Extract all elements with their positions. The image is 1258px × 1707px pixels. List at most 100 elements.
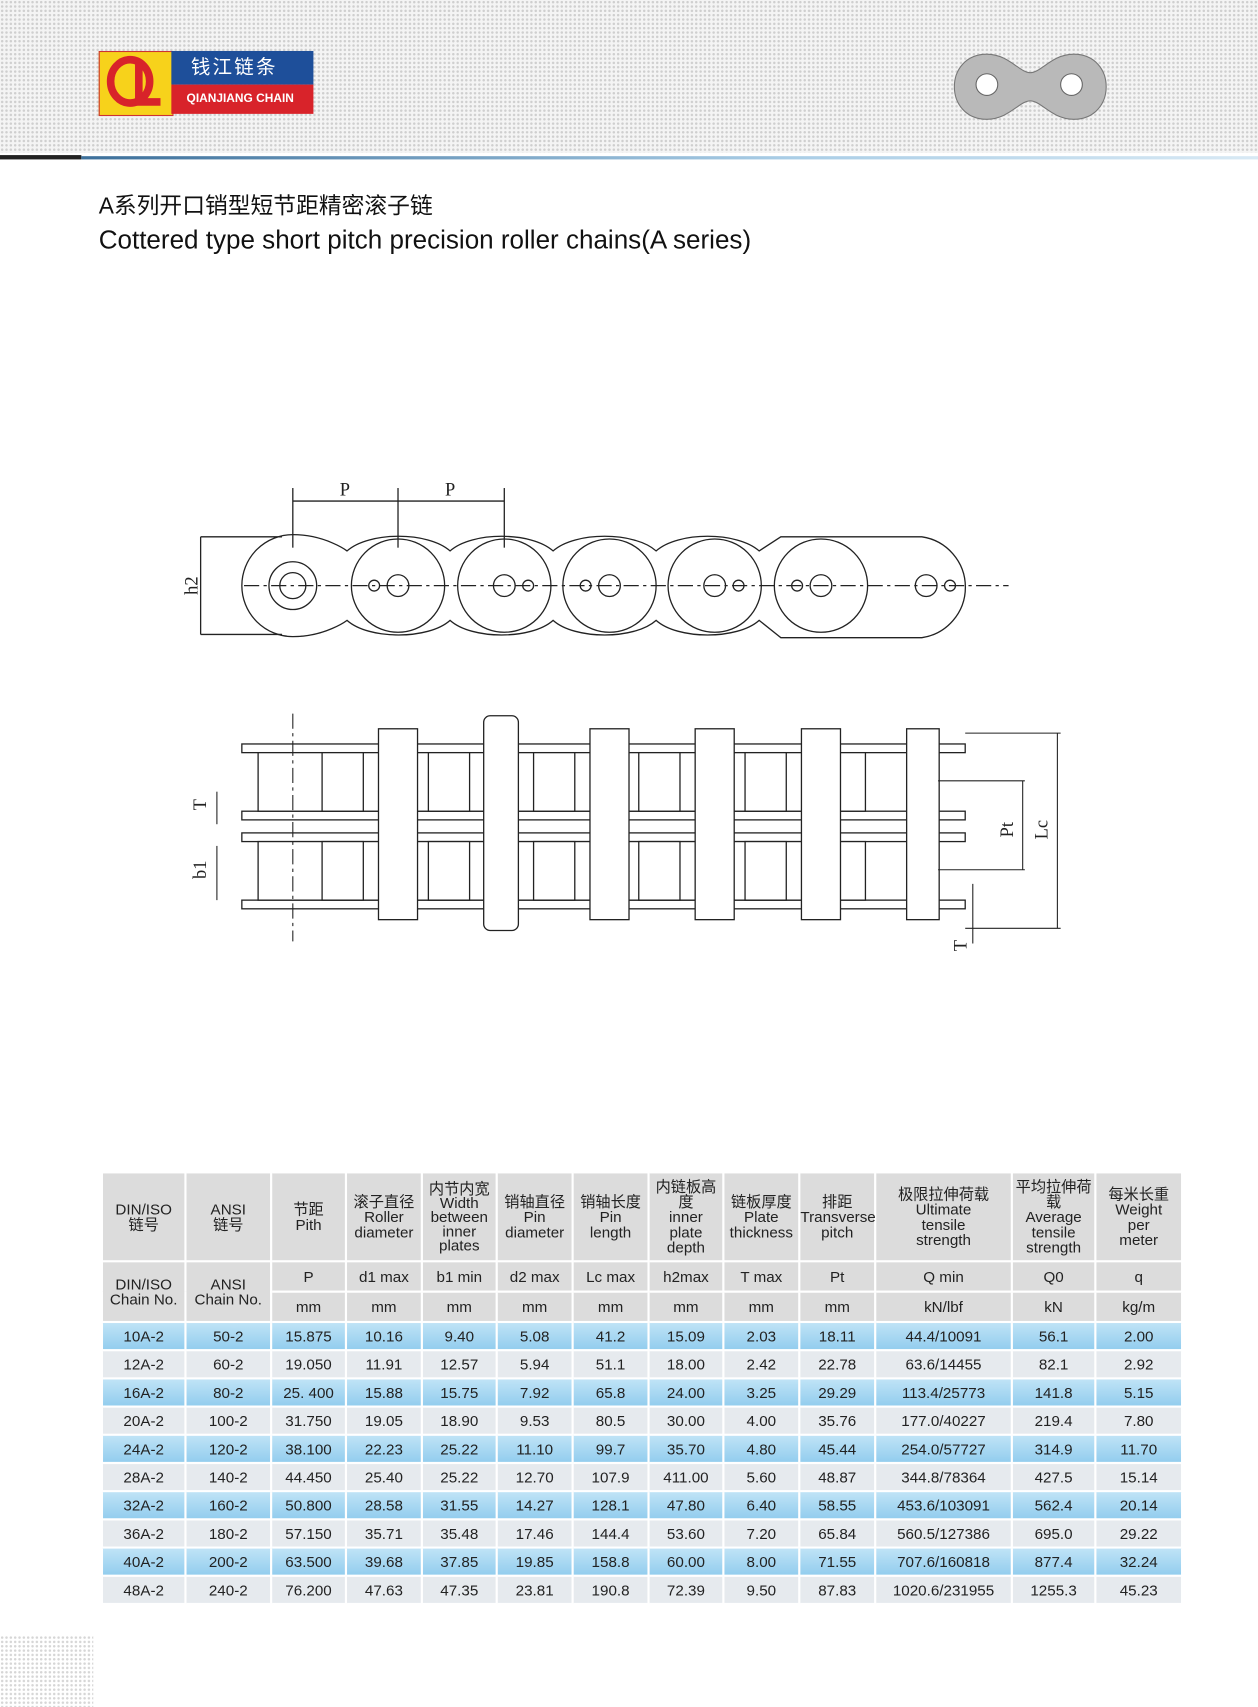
cell-line: plate xyxy=(669,1223,703,1241)
data-cell: 50.800 xyxy=(270,1490,348,1521)
dim-label: b1 xyxy=(190,861,210,879)
data-cell: 31.750 xyxy=(270,1405,348,1436)
data-cell: 11.91 xyxy=(344,1349,423,1380)
data-row: 16A-2 80-2 25. 400 15.88 15.75 7.92 65.8 24.00 3… xyxy=(100,1377,1184,1408)
cell-line: depth xyxy=(666,1238,705,1256)
data-cell: 12A-2 xyxy=(100,1349,187,1380)
data-cell: 44.450 xyxy=(270,1461,348,1493)
cell-line: DIN/ISO xyxy=(115,1275,172,1293)
data-cell: 32A-2 xyxy=(100,1490,187,1521)
data-cell: 39.68 xyxy=(344,1546,423,1577)
brand-cn: 钱江链条 xyxy=(171,50,314,85)
data-cell: 65.84 xyxy=(798,1518,877,1549)
data-cell: 15.875 xyxy=(270,1320,348,1352)
data-cell: 15.14 xyxy=(1094,1461,1184,1493)
cell-line: strength xyxy=(1026,1238,1082,1256)
cell-line: plates xyxy=(439,1235,480,1254)
data-cell: 20.14 xyxy=(1094,1490,1184,1521)
data-cell: 18.90 xyxy=(420,1405,498,1436)
data-cell: 41.2 xyxy=(571,1320,650,1352)
header-cell: Q0 xyxy=(1010,1260,1097,1293)
header-cell: Pt xyxy=(798,1260,877,1293)
header-cell: mm xyxy=(420,1290,498,1324)
data-cell: 158.8 xyxy=(571,1546,650,1577)
logo-icon xyxy=(106,55,161,107)
data-cell: 82.1 xyxy=(1010,1349,1097,1380)
data-cell: 71.55 xyxy=(798,1546,877,1577)
data-cell: 19.050 xyxy=(270,1349,348,1380)
header-cell: 内链板高度 inner plate depth xyxy=(647,1171,725,1263)
cell-line: Pin xyxy=(599,1208,622,1226)
header-cell: 每米长重 Weight per meter xyxy=(1094,1171,1184,1263)
cell-line: 节距 xyxy=(293,1200,324,1218)
header-cell: 节距 Pith xyxy=(270,1171,348,1263)
data-cell: 31.55 xyxy=(420,1490,498,1521)
header-row: DIN/ISO 链号 ANSI 链号 节距 Pith 滚子直径 Roller diameter 内… xyxy=(100,1171,1184,1263)
data-cell: 1020.6/231955 xyxy=(874,1574,1013,1606)
logo-mark xyxy=(98,50,174,117)
data-cell: 29.22 xyxy=(1094,1518,1184,1549)
data-cell: 160-2 xyxy=(184,1490,273,1521)
data-cell: 113.4/25773 xyxy=(874,1377,1013,1408)
data-cell: 22.78 xyxy=(798,1349,877,1380)
cell-line: Plate xyxy=(744,1208,779,1226)
header-cell: 极限拉伸荷载 Ultimate tensile strength xyxy=(874,1171,1013,1263)
data-cell: 7.20 xyxy=(722,1518,801,1549)
dim-label: P xyxy=(340,480,350,500)
cell-line: 链号 xyxy=(128,1215,159,1234)
data-row: 28A-2 140-2 44.450 25.40 25.22 12.70 107.9 411.… xyxy=(100,1461,1184,1493)
header-cell: d2 max xyxy=(495,1260,574,1293)
header-cell: mm xyxy=(722,1290,801,1324)
header-cell: mm xyxy=(571,1290,650,1324)
data-cell: 40A-2 xyxy=(100,1546,187,1577)
header-cell: mm xyxy=(798,1290,877,1324)
cell-line: h2max xyxy=(663,1267,709,1286)
cell-line: Width xyxy=(439,1193,479,1211)
header-cell: d1 max xyxy=(344,1260,423,1293)
data-cell: 25.22 xyxy=(420,1433,498,1465)
data-cell: 180-2 xyxy=(184,1518,273,1549)
data-cell: 63.500 xyxy=(270,1546,348,1577)
cell-line: pitch xyxy=(821,1223,854,1241)
data-cell: 11.10 xyxy=(495,1433,574,1465)
data-cell: 562.4 xyxy=(1010,1490,1097,1521)
data-cell: 9.50 xyxy=(722,1574,801,1606)
data-cell: 2.03 xyxy=(722,1320,801,1352)
header-cell: kg/m xyxy=(1094,1290,1184,1324)
data-cell: 45.23 xyxy=(1094,1574,1184,1606)
chain-diagram: P P h2 T b1 Pt Lc T xyxy=(181,480,1061,951)
dim-label: P xyxy=(445,480,455,500)
cell-line: Ultimate xyxy=(915,1200,972,1218)
dim-label: T xyxy=(190,799,210,810)
data-cell: 15.75 xyxy=(420,1377,498,1408)
cell-line: between xyxy=(430,1207,488,1225)
data-cell: 37.85 xyxy=(420,1546,498,1577)
data-cell: 48.87 xyxy=(798,1461,877,1493)
cell-line: DIN/ISO xyxy=(115,1200,172,1218)
data-cell: 200-2 xyxy=(184,1546,273,1577)
cell-line: Weight xyxy=(1115,1200,1163,1218)
cell-line: Average xyxy=(1025,1208,1082,1226)
data-cell: 100-2 xyxy=(184,1405,273,1436)
data-cell: 23.81 xyxy=(495,1574,574,1606)
data-cell: 9.40 xyxy=(420,1320,498,1352)
data-cell: 1255.3 xyxy=(1010,1574,1097,1606)
data-cell: 5.15 xyxy=(1094,1377,1184,1408)
data-cell: 10.16 xyxy=(344,1320,423,1352)
cell-line: Transverse xyxy=(800,1208,876,1226)
data-cell: 107.9 xyxy=(571,1461,650,1493)
data-cell: 15.09 xyxy=(647,1320,725,1352)
data-cell: 6.40 xyxy=(722,1490,801,1521)
cell-line: Pin xyxy=(523,1208,546,1226)
cell-line: inner xyxy=(669,1208,703,1226)
data-cell: 5.60 xyxy=(722,1461,801,1493)
data-cell: 47.35 xyxy=(420,1574,498,1606)
cell-line: 销轴直径 xyxy=(504,1192,566,1211)
data-row: 12A-2 60-2 19.050 11.91 12.57 5.94 51.1 18.00 2.… xyxy=(100,1349,1184,1380)
data-cell: 38.100 xyxy=(270,1433,348,1465)
data-cell: 24A-2 xyxy=(100,1433,187,1465)
cell-line: Chain No. xyxy=(109,1290,178,1308)
data-cell: 18.11 xyxy=(798,1320,877,1352)
data-cell: 144.4 xyxy=(571,1518,650,1549)
